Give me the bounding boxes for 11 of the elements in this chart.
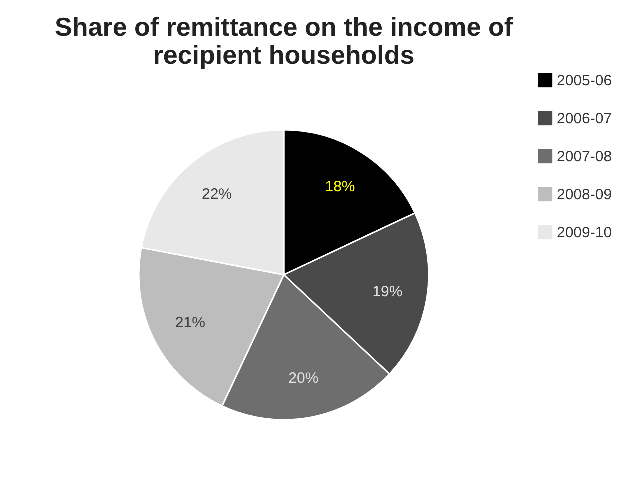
data-label: 22% [202,186,232,204]
legend-label: 2007-08 [557,148,612,166]
data-label: 19% [372,283,403,300]
legend-label: 2005-06 [557,72,612,90]
legend-label: 2008-09 [557,186,612,204]
data-label: 20% [288,370,319,388]
data-label: 21% [175,314,206,332]
legend-label: 2009-10 [557,224,612,242]
data-label: 18% [325,178,356,196]
chart-title: Share of remittance on the income of recipient households [55,12,514,70]
legend-label: 2006-07 [557,110,612,128]
